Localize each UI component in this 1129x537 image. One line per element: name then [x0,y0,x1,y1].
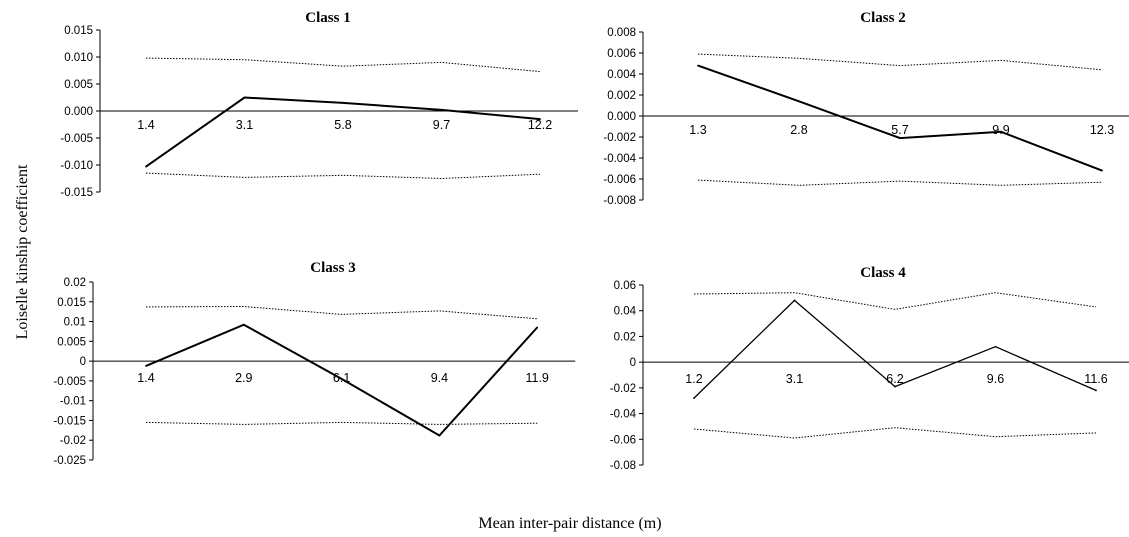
x-tick-label: 12.2 [528,118,552,132]
data-point [539,118,541,120]
y-tick-label: -0.08 [610,460,636,472]
x-tick-label: 1.2 [685,372,702,386]
x-tick-label: 1.3 [689,123,706,137]
data-point [340,378,343,380]
data-point [440,109,443,111]
y-tick-label: 0.02 [64,277,86,289]
x-tick-label: 11.6 [1084,372,1107,386]
x-axis-label: Mean inter-pair distance (m) [478,515,661,532]
chart-title: Class 3 [310,260,355,276]
chart-panel-4: Class 4 0.06 0.04 0.02 0 -0.02 -0.04 -0.06 -0.08… [610,265,1129,472]
chart-title: Class 2 [860,10,905,26]
chart-title: Class 1 [305,10,350,26]
y-tick-label: -0.04 [610,409,637,421]
lower-confidence-line [693,427,1097,439]
y-tick-label: -0.005 [60,133,93,145]
upper-confidence-line [145,305,538,320]
y-tick-label: 0.006 [607,48,636,60]
y-tick-label: 0.000 [607,111,636,123]
y-tick-label: -0.010 [60,160,93,172]
y-tick-label: 0.010 [64,52,93,64]
y-axis-label: Loiselle kinship coefficient [14,164,31,339]
y-tick-label: -0.004 [603,153,636,165]
data-point [697,64,699,67]
data-point [899,137,901,139]
x-tick-label: 9.6 [987,372,1004,386]
y-tick-label: 0.005 [64,79,93,91]
y-tick-label: -0.02 [60,435,86,447]
y-tick-label: 0.008 [607,27,636,39]
y-tick-label: -0.006 [603,174,636,186]
y-tick-label: 0 [80,356,86,368]
chart-panel-3: Class 3 0.02 0.015 0.01 0.005 0 -0.005 -0.01 -0.… [53,260,576,467]
kinship-series-line [145,96,541,168]
data-point [693,397,695,400]
lower-confidence-line [697,179,1103,186]
x-tick-label: 12.3 [1090,123,1114,137]
data-point [798,100,800,103]
y-tick-label: -0.015 [60,187,93,199]
x-tick-label: 3.1 [236,118,253,132]
chart-title: Class 4 [860,265,906,281]
chart-panel-2: Class 2 0.008 0.006 0.004 0.002 0.000 -0.002 -0… [603,10,1129,207]
x-tick-label: 2.9 [235,371,252,385]
data-point [994,345,997,348]
y-tick-label: 0.04 [614,306,637,318]
y-tick-label: -0.06 [610,434,636,446]
x-tick-label: 2.8 [790,123,807,137]
data-point [1095,389,1097,392]
x-tick-label: 3.1 [786,372,803,386]
y-tick-label: -0.015 [53,415,86,427]
kinship-series-line [697,64,1103,172]
x-tick-label: 9.7 [433,118,450,132]
x-tick-label: 9.4 [431,371,448,385]
upper-confidence-line [145,57,541,73]
upper-confidence-line [697,53,1103,71]
data-point [894,385,896,388]
y-tick-label: 0.004 [607,69,636,81]
y-tick-label: -0.005 [53,376,86,388]
y-tick-label: 0.02 [614,331,636,343]
y-tick-label: 0.015 [64,25,93,37]
data-point [438,434,441,437]
y-tick-label: 0.005 [57,336,86,348]
x-tick-label: 1.4 [137,371,154,385]
data-point [1000,130,1002,133]
y-tick-label: -0.02 [610,383,636,395]
y-tick-label: -0.01 [60,396,86,408]
data-point [243,96,246,99]
chart-panel-1: Class 1 0.015 0.010 0.005 0.000 -0.005 -0.010 -… [60,10,578,199]
data-point [242,323,245,326]
y-tick-label: -0.002 [603,132,636,144]
data-point [342,102,344,104]
upper-confidence-line [693,292,1097,310]
y-tick-label: 0.002 [607,90,636,102]
x-tick-label: 1.4 [137,118,154,132]
y-tick-label: 0.000 [64,106,93,118]
x-tick-label: 11.9 [525,371,548,385]
x-tick-label: 5.7 [891,123,908,137]
data-point [145,165,147,168]
data-point [536,326,539,329]
y-tick-label: 0.015 [57,297,86,309]
lower-confidence-line [145,421,538,425]
chart-panels: Class 10.0150.0100.0050.000-0.005-0.010-… [53,10,1129,472]
y-tick-label: -0.008 [603,195,636,207]
y-tick-label: 0.01 [64,317,86,329]
y-tick-label: -0.025 [53,455,86,467]
y-tick-label: 0 [630,357,636,369]
data-point [145,364,147,367]
data-point [793,299,796,302]
lower-confidence-line [145,172,541,180]
data-point [1101,169,1103,172]
y-tick-label: 0.06 [614,280,636,292]
x-tick-label: 5.8 [334,118,351,132]
